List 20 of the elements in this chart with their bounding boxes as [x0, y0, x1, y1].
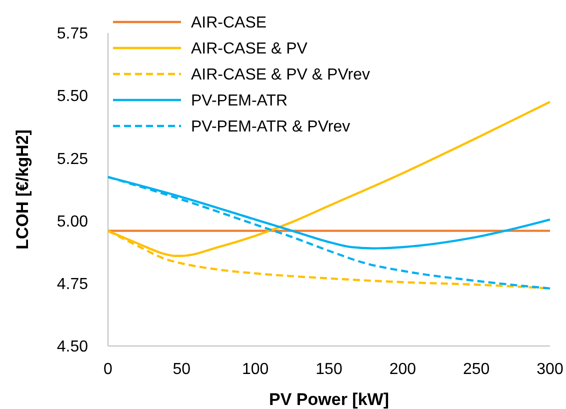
y-tick-label: 5.75: [56, 26, 88, 43]
legend-label: AIR-CASE & PV & PVrev: [191, 66, 370, 84]
legend-label: PV-PEM-ATR & PVrev: [191, 118, 350, 136]
y-tick-label: 5.50: [56, 88, 88, 106]
y-tick-label: 5.25: [56, 150, 88, 168]
x-tick-label: 200: [389, 361, 416, 378]
y-axis-title: LCOH [€/kgH2]: [13, 130, 32, 250]
y-tick-label: 4.75: [56, 276, 88, 293]
legend-label: AIR-CASE & PV: [191, 40, 308, 58]
x-tick-label: 300: [536, 361, 564, 378]
x-tick-label: 0: [104, 361, 113, 378]
x-tick-label: 50: [172, 361, 191, 378]
y-tick-label: 5.00: [56, 213, 88, 230]
x-tick-label: 150: [316, 361, 342, 378]
legend-label: AIR-CASE: [191, 14, 267, 32]
y-tick-label: 4.50: [56, 338, 88, 356]
x-axis-title: PV Power [kW]: [269, 390, 389, 409]
x-tick-label: 100: [242, 361, 269, 378]
legend-label: PV-PEM-ATR: [191, 92, 288, 110]
x-tick-label: 250: [462, 361, 490, 378]
